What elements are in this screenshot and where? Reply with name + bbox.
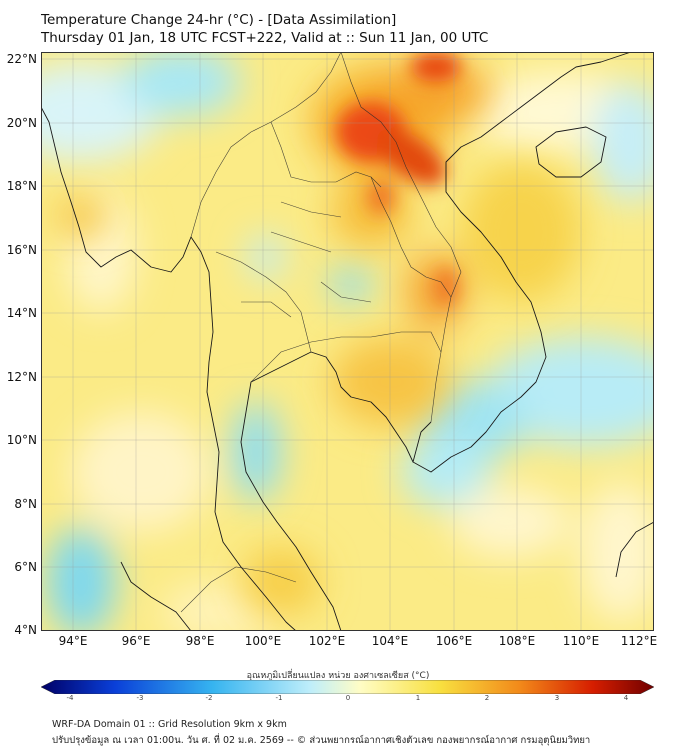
lat-label-16n: 16°N — [6, 243, 37, 257]
lat-label-10n: 10°N — [6, 433, 37, 447]
graticule — [41, 52, 654, 631]
colorbar-tick: 4 — [623, 694, 629, 702]
lat-label-18n: 18°N — [6, 179, 37, 193]
colorbar-tick: 1 — [415, 694, 421, 702]
colorbar-tick: -1 — [275, 694, 283, 702]
colorbar-tick: -2 — [205, 694, 213, 702]
colorbar-tick: 2 — [484, 694, 490, 702]
country-borders — [180, 52, 462, 613]
lat-label-14n: 14°N — [6, 306, 37, 320]
colorbar-tick: 0 — [345, 694, 351, 702]
lon-label-94e: 94°E — [58, 634, 88, 648]
lon-label-96e: 96°E — [121, 634, 151, 648]
colorbar-title: อุณหภูมิเปลี่ยนแปลง หน่วย องศาเซลเซียส (… — [246, 671, 430, 681]
lat-label-12n: 12°N — [6, 370, 37, 384]
footer-credit: ปรับปรุงข้อมูล ณ เวลา 01:00น. วัน ศ. ที่… — [52, 735, 591, 746]
lon-label-110e: 110°E — [562, 634, 600, 648]
lon-label-100e: 100°E — [244, 634, 282, 648]
lat-label-8n: 8°N — [14, 497, 37, 511]
colorbar-tick: -4 — [66, 694, 74, 702]
colorbar-tick: -3 — [136, 694, 144, 702]
lat-label-4n: 4°N — [14, 623, 37, 637]
lon-label-106e: 106°E — [435, 634, 473, 648]
footer-model-info: WRF-DA Domain 01 :: Grid Resolution 9km … — [52, 719, 287, 730]
lon-label-104e: 104°E — [371, 634, 409, 648]
lon-label-108e: 108°E — [498, 634, 536, 648]
chart-title: Temperature Change 24-hr (°C) - [Data As… — [41, 11, 488, 47]
colorbar-tick: 3 — [554, 694, 560, 702]
lat-label-22n: 22°N — [6, 52, 37, 66]
lat-label-6n: 6°N — [14, 560, 37, 574]
hot-spot-fields — [336, 52, 461, 307]
title-line-1: Temperature Change 24-hr (°C) - [Data As… — [41, 12, 397, 28]
lon-label-102e: 102°E — [308, 634, 346, 648]
warm-anomaly-fields — [56, 62, 581, 617]
coastlines — [41, 52, 654, 631]
lon-label-112e: 112°E — [620, 634, 658, 648]
temperature-change-map — [41, 52, 654, 631]
title-line-2: Thursday 01 Jan, 18 UTC FCST+222, Valid … — [41, 30, 489, 46]
lat-label-20n: 20°N — [6, 116, 37, 130]
lon-label-98e: 98°E — [185, 634, 215, 648]
